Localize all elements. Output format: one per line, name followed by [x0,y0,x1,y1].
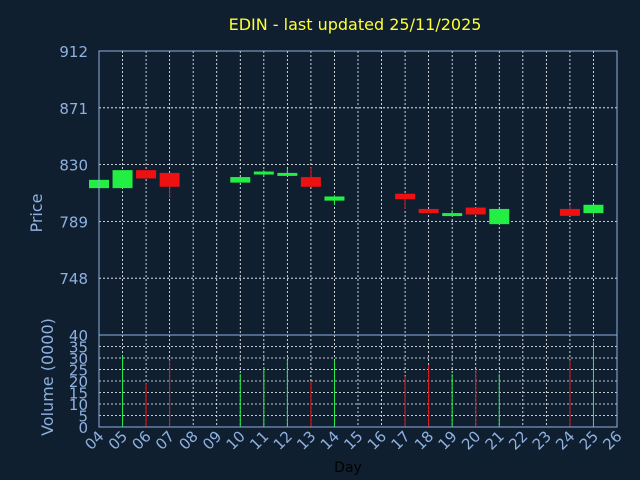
x-tick-label: 14 [317,427,343,453]
x-tick-label: 09 [199,427,225,453]
x-tick-label: 13 [293,427,319,453]
x-tick-label: 17 [387,427,413,453]
x-tick-labels: 0405060708091011121314151617181920212223… [81,427,625,453]
x-tick-label: 23 [529,427,555,453]
candle-body [418,208,439,214]
chart-title: EDIN - last updated 25/11/2025 [229,15,482,34]
volume-tick-label: 10 [69,396,88,414]
x-tick-label: 26 [599,427,625,453]
price-tick-label: 830 [59,157,88,175]
x-tick-label: 06 [128,427,154,453]
candle-body [230,177,251,183]
x-tick-label: 22 [505,427,531,453]
x-tick-label: 08 [176,427,202,453]
x-tick-label: 24 [552,427,578,453]
x-tick-label: 18 [411,427,437,453]
x-tick-label: 05 [105,427,131,453]
candle-body [112,170,133,189]
candle-body [159,172,180,187]
volume-tick-label: 35 [69,339,88,357]
x-tick-label: 10 [223,427,249,453]
candle-body [465,207,486,215]
candle-body [300,177,321,187]
price-tick-label: 912 [59,43,88,61]
candle-body [442,213,463,217]
candle-body [489,208,510,225]
volume-tick-label: 30 [69,350,88,368]
x-tick-label: 21 [482,427,508,453]
x-tick-label: 11 [246,427,272,453]
volume-axis-label: Volume (0000) [38,318,57,436]
price-tick-label: 789 [59,213,88,231]
x-tick-label: 16 [364,427,390,453]
x-tick-label: 19 [435,427,461,453]
candle-body [277,172,298,176]
candle-body [559,208,580,216]
x-tick-label: 12 [270,427,296,453]
volume-tick-label: 20 [69,373,88,391]
candle-body [136,170,157,179]
x-tick-label: 15 [340,427,366,453]
price-axis-label: Price [27,193,46,232]
x-tick-label: 20 [458,427,484,453]
volume-tick-label: 0 [78,419,88,437]
price-panel: 912 871 830 789 748 [59,43,618,336]
candle-body [253,171,274,175]
volume-tick-label: 25 [69,362,88,380]
day-axis-label: Day [334,460,362,476]
volume-tick-label: 40 [69,327,88,345]
x-tick-label: 25 [576,427,602,453]
volume-tick-label: 5 [78,408,88,426]
price-tick-label: 748 [59,270,88,288]
x-tick-label: 07 [152,427,178,453]
volume-tick-label: 15 [69,385,88,403]
candle-body [583,204,604,214]
candle-body [324,196,345,201]
price-tick-label: 871 [59,100,88,118]
candle-body [395,193,416,200]
volume-plot-frame [98,334,618,428]
